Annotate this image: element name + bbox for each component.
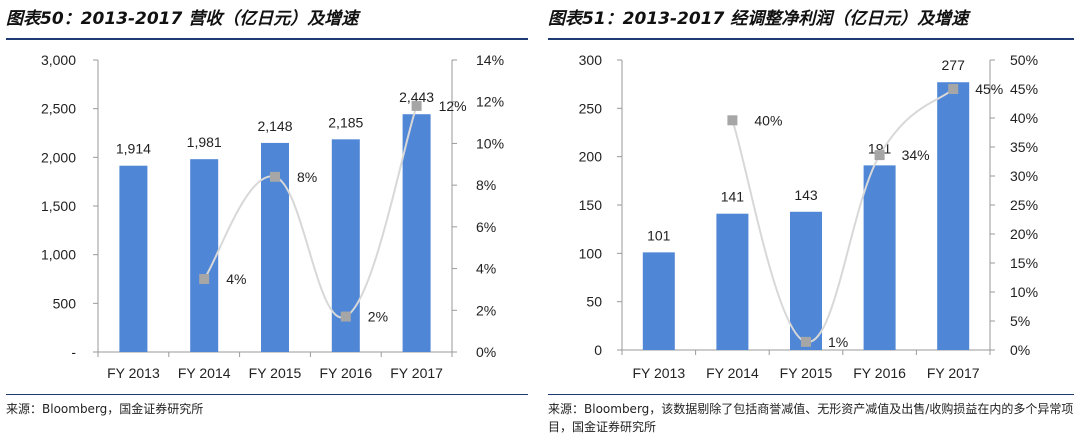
growth-data-label: 34% — [902, 147, 930, 163]
left-axis-tick-label: - — [71, 344, 76, 360]
left-axis-tick-label: 300 — [579, 52, 603, 68]
x-axis-category-label: FY 2013 — [107, 365, 160, 381]
bar-data-label: 141 — [721, 189, 745, 205]
bar — [716, 213, 749, 350]
right-axis-tick-label: 20% — [1010, 226, 1038, 242]
right-axis-tick-label: 45% — [1010, 81, 1038, 97]
growth-data-label: 4% — [226, 271, 246, 287]
bar — [863, 165, 896, 350]
x-axis-category-label: FY 2016 — [853, 365, 906, 381]
x-axis-category-label: FY 2014 — [706, 365, 759, 381]
chart-panel-adjusted-net-profit: 图表51：2013-2017 经调整净利润（亿日元）及增速 0 50 100 150 2… — [548, 0, 1074, 444]
x-axis-category-label: FY 2017 — [927, 365, 980, 381]
bar-data-label: 2,148 — [257, 118, 292, 134]
growth-data-label: 1% — [828, 334, 848, 350]
left-axis-tick-label: 200 — [579, 149, 603, 165]
growth-marker — [199, 274, 210, 284]
right-axis-tick-label: 4% — [476, 261, 496, 277]
left-axis-tick-label: 3,000 — [41, 52, 76, 68]
right-axis-tick-label: 0% — [1010, 342, 1030, 358]
right-axis-tick-label: 6% — [476, 219, 496, 235]
x-axis-category-label: FY 2017 — [390, 365, 443, 381]
growth-line — [731, 88, 954, 343]
growth-marker — [411, 100, 422, 111]
source-divider — [6, 394, 528, 395]
growth-marker — [801, 336, 811, 347]
left-axis-tick-label: 2,500 — [41, 101, 76, 117]
right-axis-tick-label: 15% — [1010, 255, 1038, 271]
growth-data-label: 45% — [975, 81, 1003, 97]
left-axis-tick-label: 150 — [579, 197, 603, 213]
bar-data-label: 1,981 — [187, 134, 222, 150]
source-note: 来源：Bloomberg，该数据剔除了包括商誉减值、无形资产减值及出售/收购损益… — [548, 402, 1074, 434]
right-axis-tick-label: 40% — [1010, 110, 1038, 126]
left-axis-tick-label: 50 — [586, 294, 602, 310]
bar — [642, 252, 675, 350]
x-axis-category-label: FY 2013 — [632, 365, 685, 381]
growth-data-label: 40% — [754, 112, 782, 128]
bar — [119, 165, 148, 352]
adjusted-net-profit-chart: 0 50 100 150 200 250 300 0% 5% 10% 15% 20% 25% 30% 35%… — [579, 52, 1038, 381]
bar-data-label: 2,443 — [399, 89, 434, 105]
right-axis-tick-label: 25% — [1010, 197, 1038, 213]
source-note: 来源：Bloomberg，国金证券研究所 — [6, 402, 204, 416]
bar — [190, 159, 219, 352]
left-axis-tick-label: 100 — [579, 245, 603, 261]
left-axis-tick-label: 1,000 — [41, 247, 76, 263]
growth-data-label: 2% — [368, 309, 388, 325]
growth-data-label: 8% — [297, 169, 317, 185]
left-axis-tick-label: 2,000 — [41, 149, 76, 165]
source-divider — [548, 394, 1074, 395]
title-divider — [548, 38, 1074, 40]
left-axis-tick-label: 500 — [53, 295, 77, 311]
right-axis-tick-label: 10% — [1010, 284, 1038, 300]
x-axis-category-label: FY 2015 — [780, 365, 833, 381]
right-axis-tick-label: 14% — [476, 52, 504, 68]
x-axis-category-label: FY 2015 — [249, 365, 302, 381]
right-axis-tick-label: 8% — [476, 177, 496, 193]
growth-line — [203, 105, 418, 319]
bar-data-label: 143 — [794, 187, 818, 203]
right-axis-tick-label: 12% — [476, 94, 504, 110]
figure-title: 图表51：2013-2017 经调整净利润（亿日元）及增速 — [548, 9, 969, 29]
right-axis-tick-label: 10% — [476, 135, 504, 151]
figure-title: 图表50：2013-2017 营收（亿日元）及增速 — [6, 9, 359, 29]
title-divider — [6, 38, 528, 40]
bar-data-label: 101 — [647, 227, 671, 243]
left-axis-tick-label: 1,500 — [41, 198, 76, 214]
growth-marker — [874, 150, 885, 161]
bar — [790, 211, 822, 350]
right-axis-tick-label: 50% — [1010, 52, 1038, 68]
chart-panel-revenue: 图表50：2013-2017 营收（亿日元）及增速 - 500 1,000 1,500… — [6, 0, 528, 444]
right-axis-tick-label: 30% — [1010, 168, 1038, 184]
right-axis-tick-label: 5% — [1010, 313, 1030, 329]
bar-data-label: 2,185 — [328, 114, 363, 130]
bar-data-label: 277 — [942, 57, 966, 73]
bar-data-label: 1,914 — [116, 141, 151, 157]
x-axis-category-label: FY 2016 — [319, 365, 372, 381]
growth-data-label: 12% — [439, 98, 467, 114]
bar — [937, 82, 970, 350]
right-axis-tick-label: 2% — [476, 302, 496, 318]
growth-marker — [727, 115, 738, 126]
bar — [402, 114, 431, 353]
right-axis-tick-label: 35% — [1010, 139, 1038, 155]
revenue-chart: - 500 1,000 1,500 2,000 2,500 3,000 0% 2% 4% 6% 8% 1… — [41, 52, 504, 381]
left-axis-tick-label: 250 — [579, 100, 603, 116]
growth-marker — [948, 84, 959, 94]
growth-marker — [270, 171, 280, 182]
x-axis-category-label: FY 2014 — [178, 365, 231, 381]
right-axis-tick-label: 0% — [476, 344, 496, 360]
left-axis-tick-label: 0 — [594, 342, 602, 358]
growth-marker — [340, 311, 351, 322]
